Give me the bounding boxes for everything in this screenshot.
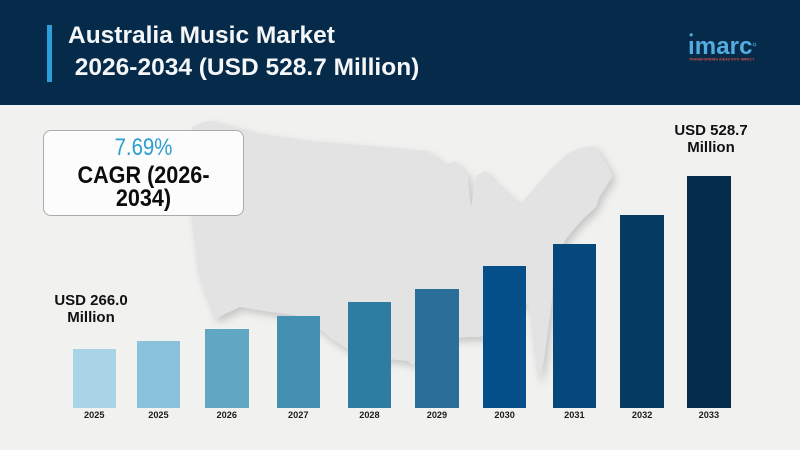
svg-text:TRANSFORMING IDEAS INTO IMPACT: TRANSFORMING IDEAS INTO IMPACT xyxy=(689,57,755,61)
svg-text:ımarc: ımarc xyxy=(688,33,753,60)
